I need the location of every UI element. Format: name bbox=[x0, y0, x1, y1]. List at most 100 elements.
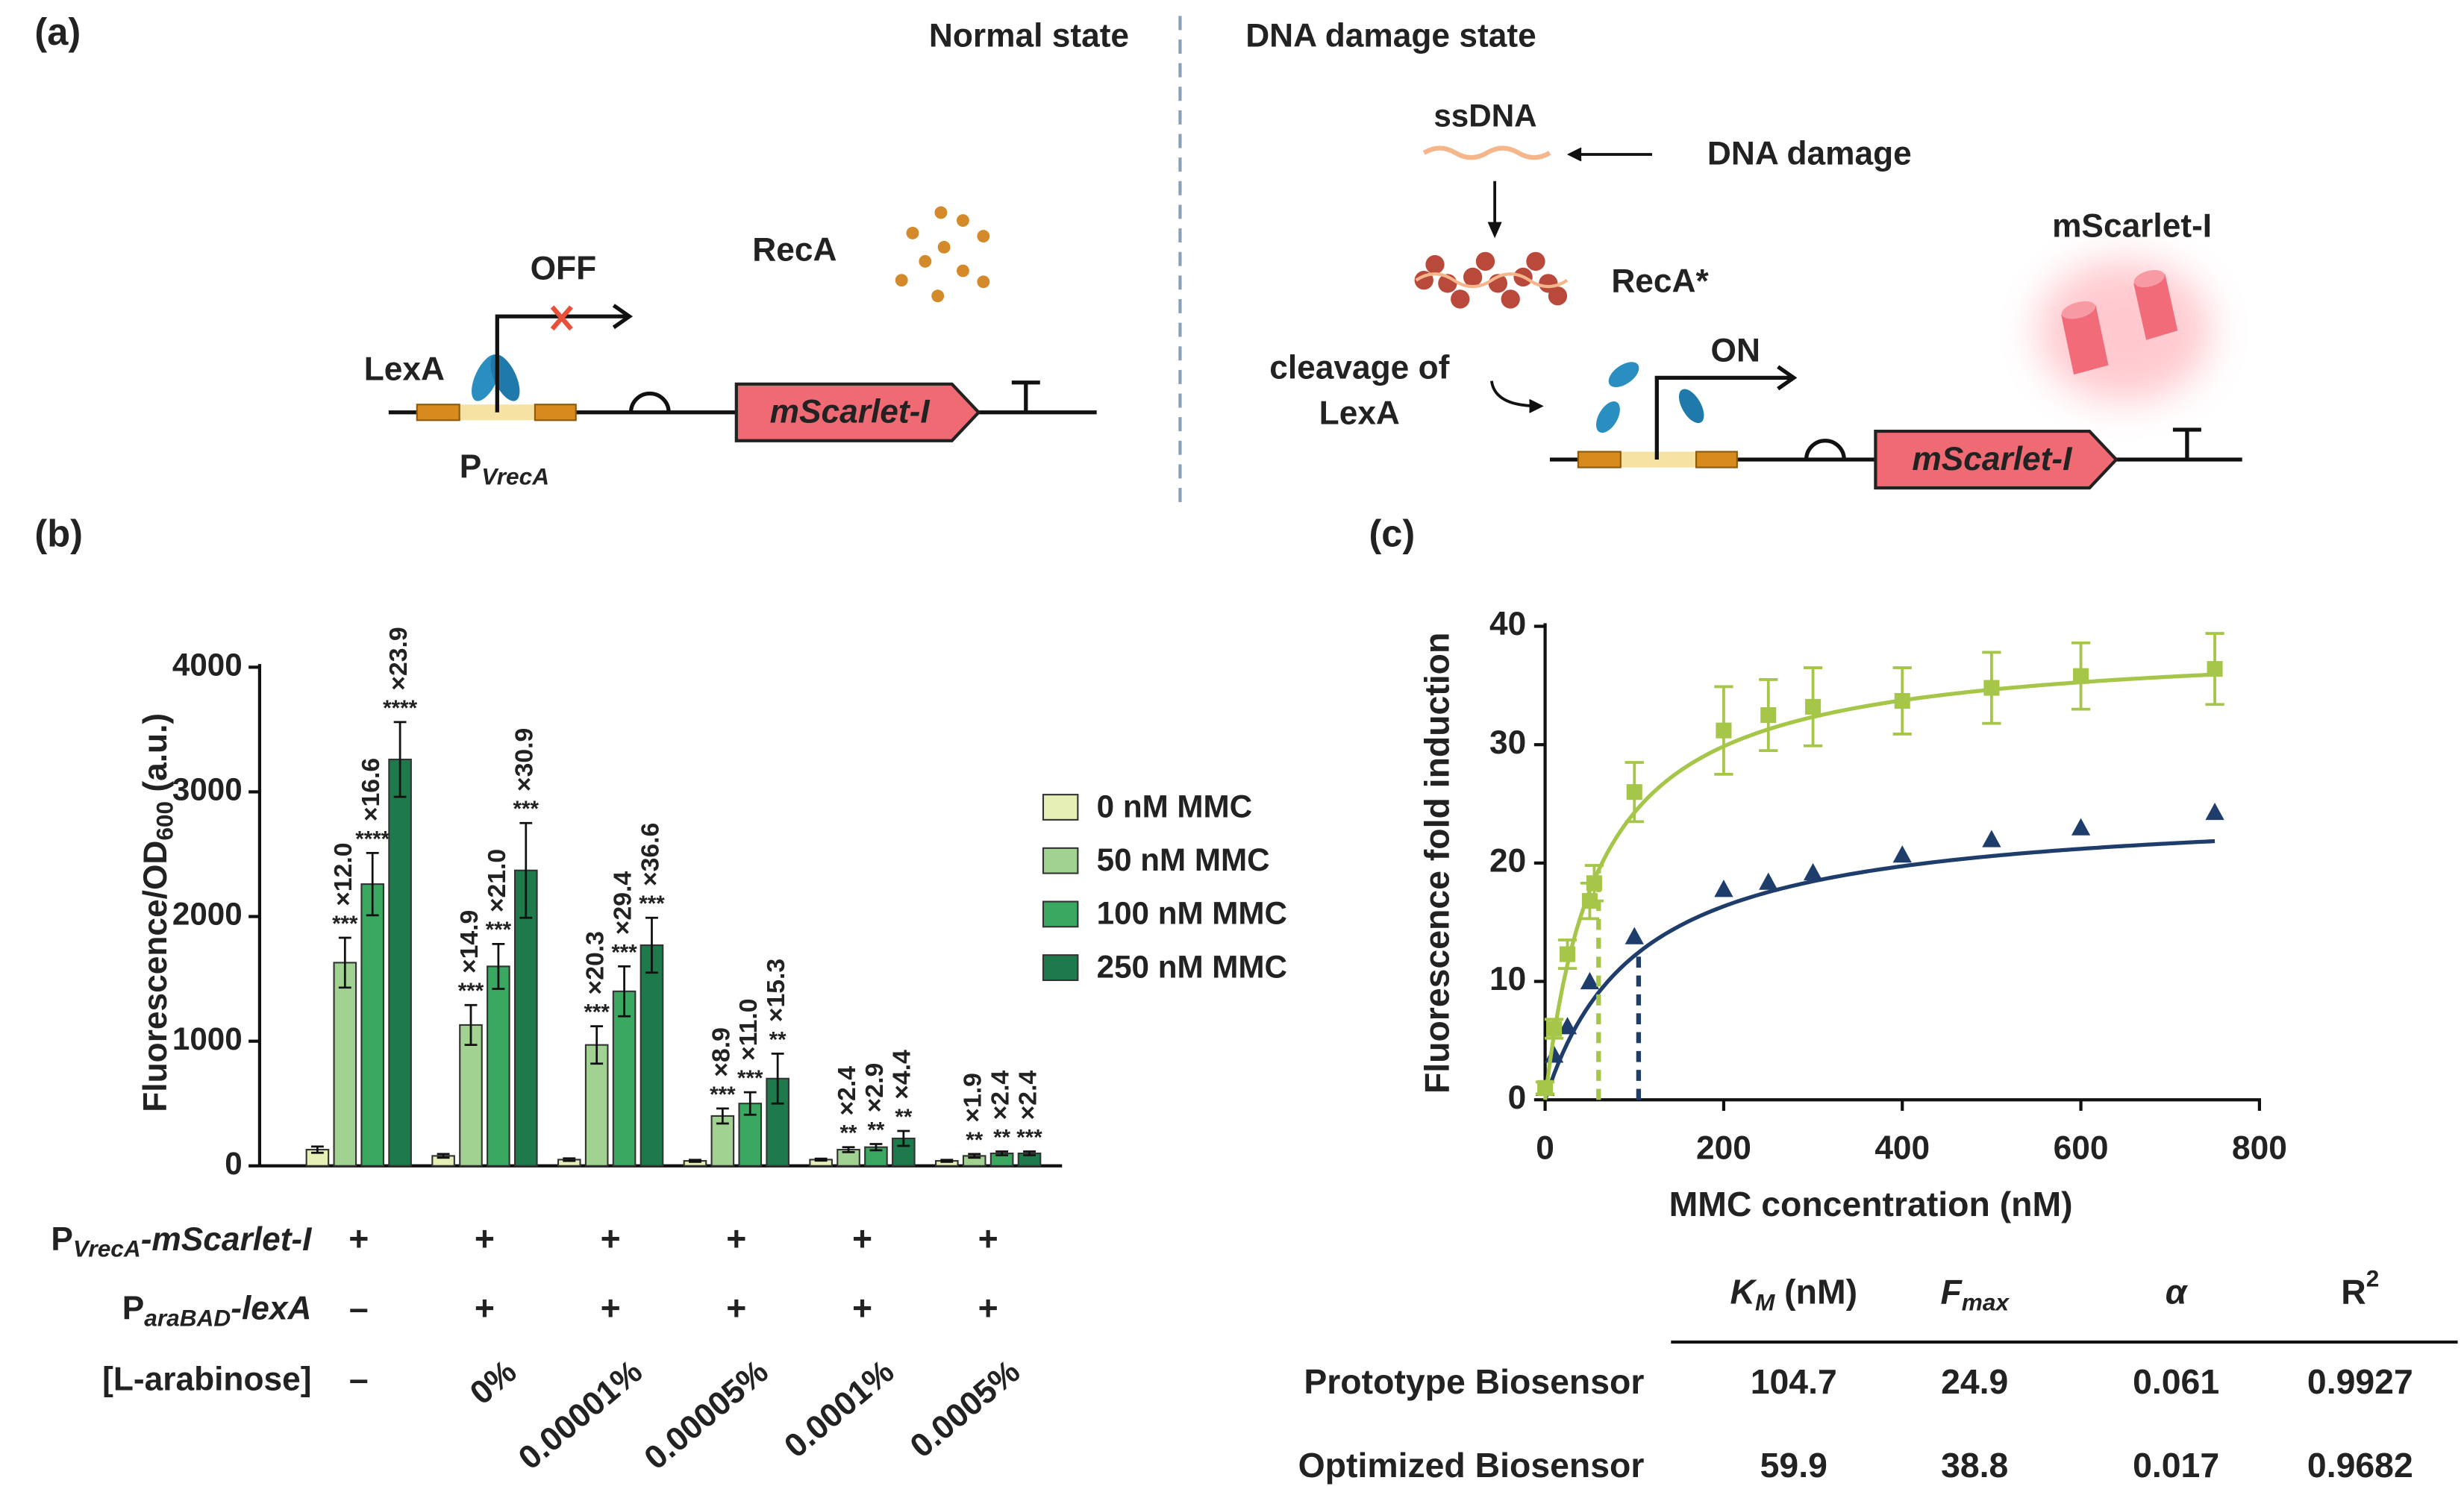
bar bbox=[487, 965, 510, 1167]
legend-swatch bbox=[1042, 794, 1079, 821]
ssdna-label: ssDNA bbox=[1433, 98, 1536, 134]
significance: ** bbox=[993, 1125, 1010, 1150]
error-bar bbox=[968, 1153, 981, 1159]
fold-label: ×36.6 bbox=[636, 823, 664, 886]
table-header-sub: M bbox=[1755, 1289, 1775, 1316]
category-label: 0.00001% bbox=[512, 1353, 649, 1477]
y-tick-label: 10 bbox=[1489, 961, 1526, 997]
fold-label: ×15.3 bbox=[762, 959, 790, 1022]
y-tick-label: 1000 bbox=[172, 1021, 243, 1056]
significance: *** bbox=[584, 1000, 610, 1025]
significance: *** bbox=[611, 940, 637, 965]
bar bbox=[333, 962, 357, 1167]
error-bar bbox=[393, 721, 407, 798]
bar bbox=[584, 1044, 609, 1167]
legend-label: 0 nM MMC bbox=[1097, 789, 1252, 824]
condition-value: + bbox=[601, 1288, 621, 1327]
off-label: OFF bbox=[531, 251, 597, 287]
marker bbox=[2071, 818, 2091, 836]
error-bar bbox=[689, 1159, 701, 1163]
panel-label: (a) bbox=[34, 10, 81, 53]
legend-swatch bbox=[1042, 954, 1079, 982]
glow bbox=[2037, 260, 2211, 402]
fold-label: ×21.0 bbox=[483, 849, 511, 912]
state-label: Normal state bbox=[929, 18, 1129, 54]
damage-label: DNA damage bbox=[1707, 136, 1912, 172]
reca-dots bbox=[895, 206, 990, 303]
panel-label: (c) bbox=[1369, 513, 1415, 555]
significance: **** bbox=[355, 827, 390, 851]
reca-filament bbox=[1414, 251, 1568, 309]
marker bbox=[1716, 722, 1732, 739]
arrow-head bbox=[612, 304, 634, 330]
diagram: Normal state DNA damage state OFF mScarl… bbox=[364, 16, 2242, 512]
lexa-fragment bbox=[1608, 362, 1639, 388]
lexa-label: LexA bbox=[364, 351, 445, 388]
legend-label: 50 nM MMC bbox=[1097, 842, 1270, 877]
error-bar bbox=[743, 1091, 757, 1116]
fit-curve bbox=[1542, 672, 2216, 1100]
promoter-main: P bbox=[460, 448, 482, 485]
y-tick-label: 30 bbox=[1489, 724, 1526, 761]
y-tick-label: 3000 bbox=[172, 772, 243, 807]
table-row-name: Optimized Biosensor bbox=[1298, 1446, 1645, 1485]
terminator bbox=[1011, 380, 1040, 413]
promoter-arrow bbox=[495, 314, 627, 413]
marker bbox=[1546, 1021, 1563, 1037]
category-label: – bbox=[349, 1359, 369, 1398]
error-bar bbox=[590, 1025, 604, 1065]
marker bbox=[1760, 706, 1777, 724]
condition-value: + bbox=[852, 1219, 872, 1258]
table-value: 0.017 bbox=[2133, 1446, 2219, 1485]
significance: *** bbox=[458, 979, 484, 1003]
legend-label: 100 nM MMC bbox=[1097, 896, 1287, 931]
error-bar bbox=[897, 1129, 910, 1147]
fold-label: ×4.4 bbox=[888, 1050, 916, 1100]
table-value: 38.8 bbox=[1941, 1446, 2008, 1485]
arrow-head bbox=[1529, 398, 1544, 413]
x-tick-label: 800 bbox=[2232, 1129, 2287, 1166]
condition-value: + bbox=[726, 1219, 746, 1258]
ssdna bbox=[1415, 272, 1569, 289]
rbs bbox=[628, 391, 671, 413]
condition-value: + bbox=[348, 1219, 369, 1258]
x-tick-label: 0 bbox=[1536, 1129, 1554, 1166]
significance: *** bbox=[710, 1082, 736, 1107]
error-bar bbox=[618, 965, 631, 1018]
fold-label: ×20.3 bbox=[581, 931, 610, 994]
marker bbox=[2205, 802, 2224, 821]
condition-label-rest: -lexA bbox=[231, 1290, 311, 1326]
marker bbox=[1803, 862, 1823, 881]
promoter-label: PVrecA bbox=[460, 448, 549, 489]
y-axis-label-rest: (a.u.) bbox=[137, 713, 174, 801]
cleavage-label: LexA bbox=[1319, 395, 1400, 432]
gene bbox=[1874, 429, 2119, 490]
category-label: 0.0005% bbox=[904, 1353, 1027, 1465]
y-axis-label-main: Fluorescence/OD bbox=[137, 841, 174, 1112]
error-bar bbox=[464, 1003, 478, 1047]
table-header-main: F bbox=[1940, 1273, 1963, 1311]
reca-star-label: RecA* bbox=[1611, 263, 1709, 300]
marker bbox=[1894, 692, 1910, 709]
condition-label-sub: araBAD bbox=[144, 1305, 231, 1332]
fold-label: ×2.4 bbox=[833, 1066, 861, 1116]
table-header-sub: max bbox=[1962, 1289, 2010, 1316]
y-axis-label: Fluorescence/OD600 (a.u.) bbox=[137, 713, 178, 1112]
bar bbox=[710, 1115, 735, 1167]
fold-label: ×29.4 bbox=[608, 871, 637, 936]
significance: **** bbox=[383, 696, 417, 721]
error-bar bbox=[519, 821, 533, 919]
error-bar bbox=[869, 1143, 883, 1152]
x-tick-label: 600 bbox=[2054, 1129, 2109, 1166]
fold-label: ×12.0 bbox=[329, 842, 357, 906]
fold-label: ×14.9 bbox=[455, 910, 484, 974]
marker bbox=[2207, 661, 2223, 677]
arrow-head bbox=[1777, 365, 1798, 391]
x-axis-label: MMC concentration (nM) bbox=[1669, 1185, 2073, 1223]
on-label: ON bbox=[1711, 332, 1760, 369]
bar bbox=[640, 944, 664, 1167]
cleavage-label: cleavage of bbox=[1269, 350, 1449, 386]
y-tick-label: 40 bbox=[1489, 606, 1526, 642]
